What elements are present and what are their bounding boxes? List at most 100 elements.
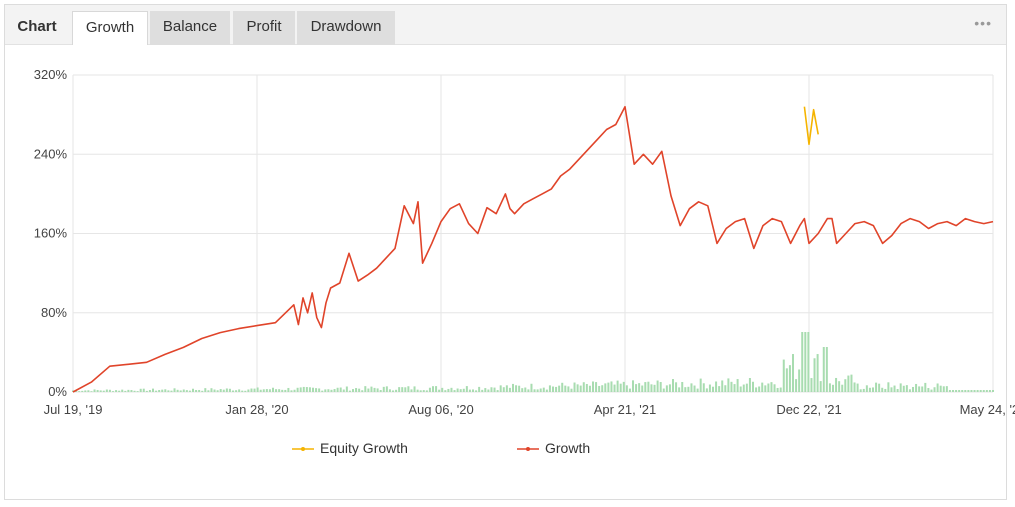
volume-bar (118, 390, 121, 392)
legend-growth[interactable]: Growth (545, 440, 590, 456)
tab-balance[interactable]: Balance (150, 11, 230, 45)
volume-bar (265, 389, 268, 392)
volume-bar (647, 381, 650, 392)
volume-bar (899, 383, 902, 392)
volume-bar (521, 388, 524, 392)
volume-bar (712, 386, 714, 392)
volume-bar (628, 388, 631, 392)
volume-bar (893, 385, 896, 392)
volume-bar (755, 387, 758, 392)
volume-bar (715, 381, 718, 392)
volume-bar (536, 389, 539, 392)
volume-bar (115, 390, 118, 392)
legend: Equity Growth Growth (292, 440, 590, 456)
volume-bar (124, 390, 127, 392)
volume-bar (152, 388, 154, 392)
volume-bar (687, 386, 690, 392)
volume-bar (453, 390, 456, 392)
legend-equity-growth[interactable]: Equity Growth (320, 440, 408, 456)
volume-bar (930, 389, 933, 392)
volume-bar (247, 389, 250, 392)
volume-bar (598, 385, 601, 392)
volume-bar (352, 389, 354, 392)
volume-bar (472, 389, 474, 392)
volume-bar (908, 389, 911, 392)
volume-bar (96, 390, 99, 392)
volume-bar (665, 385, 668, 392)
tab-drawdown[interactable]: Drawdown (297, 11, 395, 45)
x-axis-ticks: Jul 19, '19 Jan 28, '20 Aug 06, '20 Apr 21,… (44, 402, 1015, 417)
volume-bar (530, 383, 533, 392)
volume-bar (979, 390, 982, 392)
volume-bar (555, 386, 558, 392)
volume-bar (99, 390, 102, 392)
volume-bar (970, 390, 973, 392)
volume-bar (918, 386, 921, 392)
x-tick-label: Aug 06, '20 (408, 402, 473, 417)
volume-bar (164, 389, 167, 392)
volume-bar (832, 384, 834, 392)
volume-bar (752, 381, 754, 392)
volume-bar (422, 390, 425, 392)
volume-bar (868, 387, 871, 392)
volume-bar (684, 387, 687, 392)
volume-bar (78, 391, 81, 392)
volume-bar (767, 383, 770, 392)
volume-bar (345, 386, 348, 392)
volume-bar (210, 388, 213, 392)
more-options-icon[interactable]: ••• (974, 15, 992, 31)
volume-bar (204, 388, 207, 392)
volume-bar (493, 387, 496, 392)
volume-bar (838, 381, 841, 392)
tab-profit[interactable]: Profit (233, 11, 295, 45)
volume-bar (788, 365, 791, 392)
volume-bar (942, 386, 945, 392)
volume-bar (145, 390, 148, 392)
volume-bar (579, 385, 582, 392)
volume-bar (675, 382, 678, 392)
volume-bar (367, 388, 370, 392)
volume-bar (733, 384, 736, 392)
series-line-equity-growth (803, 106, 819, 146)
volume-bar (490, 387, 493, 392)
chart-grid (72, 74, 994, 393)
volume-bar (573, 382, 576, 392)
volume-bar (213, 389, 216, 392)
volume-bar (195, 389, 198, 392)
volume-bar (395, 389, 398, 392)
volume-bar (385, 386, 388, 392)
volume-bar (121, 389, 124, 392)
volume-bar (305, 387, 308, 392)
volume-bar (275, 389, 278, 392)
volume-bar (887, 382, 890, 392)
volume-bar (773, 384, 776, 392)
volume-bar (847, 375, 850, 392)
volume-bar (545, 389, 548, 392)
volume-bar (465, 386, 468, 392)
volume-bar (936, 383, 939, 392)
volume-bar (219, 389, 222, 392)
y-axis-ticks: 0% 80% 160% 240% 320% (34, 67, 68, 399)
volume-bar (844, 379, 847, 392)
volume-bar (155, 390, 158, 392)
volume-bar (939, 385, 942, 392)
volume-bar (358, 388, 361, 392)
tab-growth[interactable]: Growth (72, 11, 148, 45)
volume-bar (945, 386, 948, 392)
volume-bar (462, 388, 465, 392)
volume-bar (982, 390, 985, 392)
volume-bar (988, 390, 991, 392)
volume-bar (548, 385, 551, 392)
volume-bar (745, 383, 748, 392)
volume-bar (841, 384, 844, 392)
volume-bar (438, 389, 441, 392)
volume-bar (413, 386, 416, 392)
volume-bar (973, 390, 976, 392)
volume-bar (958, 390, 961, 392)
volume-bar (770, 382, 773, 392)
volume-bar (330, 389, 333, 392)
volume-bar (705, 388, 708, 392)
volume-bar (502, 387, 505, 392)
volume-bar (81, 390, 84, 392)
volume-bar (856, 383, 859, 392)
